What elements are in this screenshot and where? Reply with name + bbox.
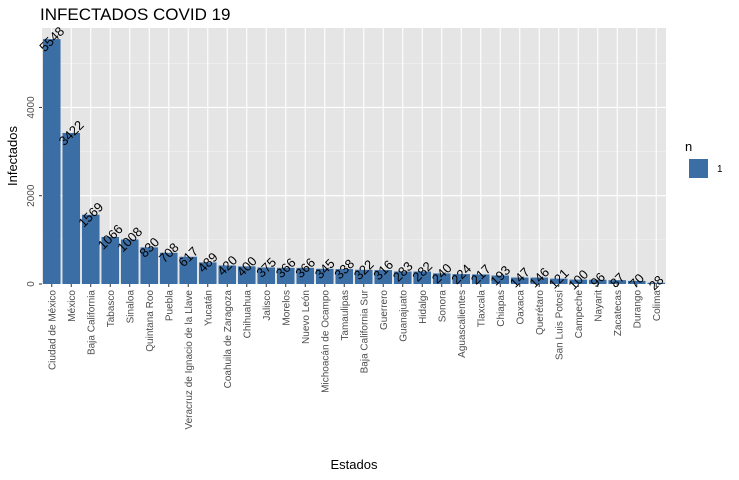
bar (393, 271, 412, 284)
legend-label: 1 (717, 164, 723, 175)
x-tick-label: Veracruz de Ignacio de la Llave (184, 290, 195, 430)
bar (627, 280, 646, 284)
bar (101, 236, 120, 284)
bar (257, 267, 276, 284)
bar (413, 271, 432, 284)
legend: n 1 (685, 139, 723, 178)
legend-swatch (689, 159, 708, 178)
bar (335, 269, 354, 284)
bar (120, 239, 139, 284)
bar (530, 277, 549, 284)
x-tick-label: Yucatán (203, 290, 214, 326)
x-tick-label: Oaxaca (515, 290, 526, 325)
x-tick-label: Durango (632, 290, 643, 329)
x-tick-label: Aguascalientes (457, 290, 468, 358)
x-tick-label: Guerrero (379, 290, 390, 330)
x-tick-label: Hidalgo (418, 290, 429, 324)
legend-title: n (685, 139, 692, 154)
y-axis: 0 2000 4000 (26, 96, 42, 287)
bar (81, 214, 100, 284)
x-tick-label: Puebla (164, 290, 175, 322)
bar (276, 267, 295, 284)
x-tick-label: Nayarit (593, 290, 604, 322)
bar (569, 279, 588, 284)
x-tick-label: Zacatecas (613, 290, 624, 336)
x-tick-label: Campeche (574, 290, 585, 339)
bar (374, 270, 393, 284)
bar (549, 278, 568, 284)
x-tick-label: Guanajuato (398, 290, 409, 342)
bar (432, 273, 451, 284)
x-tick-label: Nuevo León (301, 290, 312, 344)
x-tick-label: Sinaloa (125, 290, 136, 324)
x-tick-label: Baja California (86, 290, 97, 355)
bar (608, 280, 627, 284)
x-axis: Ciudad de México México Baja California Tab… (47, 284, 663, 430)
bar (237, 266, 256, 284)
bar (179, 256, 198, 284)
x-tick-label: Quintana Roo (145, 290, 156, 352)
bar (647, 282, 666, 284)
plot-panel (42, 28, 666, 284)
x-tick-label: México (67, 290, 78, 322)
bar (510, 277, 529, 284)
y-tick-label: 2000 (26, 184, 37, 207)
bar (140, 247, 159, 284)
x-tick-label: Tamaulipas (340, 290, 351, 341)
x-tick-label: San Luis Potosí (554, 290, 565, 360)
x-tick-label: Chiapas (496, 290, 507, 327)
bar (198, 262, 217, 284)
y-tick-label: 4000 (26, 96, 37, 119)
y-tick-label: 0 (26, 281, 37, 287)
chart-title: INFECTADOS COVID 19 (40, 5, 231, 24)
x-axis-title: Estados (331, 457, 378, 472)
bar (471, 274, 490, 284)
y-axis-title: Infectados (5, 126, 20, 186)
bar (218, 265, 237, 284)
x-tick-label: Tabasco (106, 290, 117, 328)
x-tick-label: Chihuahua (242, 290, 253, 339)
bar (452, 274, 471, 284)
bar (354, 269, 373, 284)
x-tick-label: Querétaro (535, 290, 546, 335)
bar (296, 267, 315, 284)
x-tick-label: Tlaxcala (476, 290, 487, 328)
bar (315, 268, 334, 284)
x-tick-label: Sonora (437, 290, 448, 323)
x-tick-label: Ciudad de México (47, 290, 58, 370)
bar (159, 252, 178, 284)
bar (491, 275, 510, 284)
x-tick-label: Colima (652, 290, 663, 322)
bar (588, 279, 607, 284)
bar (42, 39, 61, 284)
bar (62, 132, 81, 284)
x-tick-label: Baja California Sur (359, 289, 370, 373)
x-tick-label: Morelos (281, 290, 292, 326)
x-tick-label: Jalisco (262, 290, 273, 321)
bars (42, 39, 666, 284)
x-tick-label: Michoacán de Ocampo (320, 290, 331, 393)
x-tick-label: Coahuila de Zaragoza (223, 290, 234, 389)
